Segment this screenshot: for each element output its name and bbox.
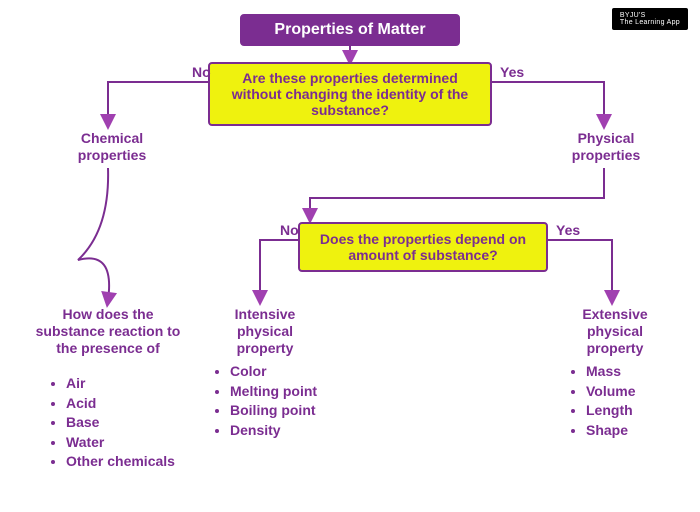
list-item: Density [230,421,317,441]
question2-text: Does the properties depend on amount of … [310,231,536,263]
chemical-label: Chemical properties [62,130,162,164]
physical-label: Physical properties [556,130,656,164]
list-item: Melting point [230,382,317,402]
extensive-label: Extensive physical property [560,306,670,356]
yes2-label: Yes [556,222,580,238]
logo-text: BYJU'S [620,12,680,19]
root-text: Properties of Matter [274,21,425,39]
yes1-label: Yes [500,64,524,80]
chemical-list: AirAcidBaseWaterOther chemicals [48,374,175,472]
question2-box: Does the properties depend on amount of … [298,222,548,272]
list-item: Boiling point [230,401,317,421]
list-item: Color [230,362,317,382]
list-item: Other chemicals [66,452,175,472]
list-item: Base [66,413,175,433]
question1-box: Are these properties determined without … [208,62,492,126]
question1-text: Are these properties determined without … [220,70,480,118]
no1-label: No [192,64,211,80]
list-item: Length [586,401,636,421]
list-item: Water [66,433,175,453]
byjus-logo: BYJU'S The Learning App [612,8,688,30]
extensive-list: MassVolumeLengthShape [568,362,636,440]
list-item: Mass [586,362,636,382]
list-item: Volume [586,382,636,402]
list-item: Air [66,374,175,394]
root-box: Properties of Matter [240,14,460,46]
list-item: Acid [66,394,175,414]
intensive-label: Intensive physical property [210,306,320,356]
logo-tagline: The Learning App [620,19,680,26]
intensive-list: ColorMelting pointBoiling pointDensity [212,362,317,440]
list-item: Shape [586,421,636,441]
no2-label: No [280,222,299,238]
how-label: How does the substance reaction to the p… [28,306,188,356]
